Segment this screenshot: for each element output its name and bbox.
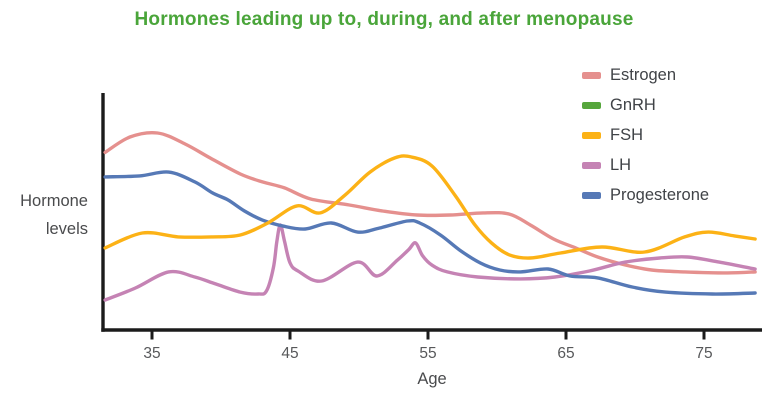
lh-swatch-icon <box>582 161 601 169</box>
x-axis-label: Age <box>417 370 447 388</box>
legend-item-lh: LH <box>582 150 709 180</box>
legend-item-estrogen: Estrogen <box>582 60 709 90</box>
x-axis-tick-label: 75 <box>695 345 712 362</box>
curve-progesterone <box>103 170 757 296</box>
legend-item-gnrh: GnRH <box>582 90 709 120</box>
y-axis-label: Hormone levels <box>0 187 88 243</box>
chart-title: Hormones leading up to, during, and afte… <box>134 9 634 30</box>
legend-label: Progesterone <box>610 185 710 204</box>
legend-item-progesterone: Progesterone <box>582 180 709 210</box>
y-axis-label-line1: Hormone <box>20 192 88 210</box>
fsh-swatch-icon <box>582 131 601 139</box>
x-axis-tick-label: 45 <box>281 345 298 362</box>
y-axis-label-line2: levels <box>45 220 88 238</box>
legend-label: FSH <box>610 125 643 144</box>
legend: Estrogen GnRH FSH LH Progesterone <box>582 60 709 210</box>
curve-lh <box>103 223 757 302</box>
estrogen-swatch-icon <box>582 71 601 79</box>
curve-estrogen <box>103 130 757 275</box>
legend-label: LH <box>610 155 632 174</box>
curve-fsh <box>103 154 757 260</box>
x-axis-tick-label: 65 <box>557 345 574 362</box>
legend-label: GnRH <box>610 95 656 114</box>
x-axis-tick-label: 55 <box>419 345 436 362</box>
legend-item-fsh: FSH <box>582 120 709 150</box>
progesterone-swatch-icon <box>582 191 601 199</box>
x-axis-tick-label: 35 <box>143 345 160 362</box>
legend-label: Estrogen <box>610 65 677 84</box>
gnrh-swatch-icon <box>582 101 601 109</box>
